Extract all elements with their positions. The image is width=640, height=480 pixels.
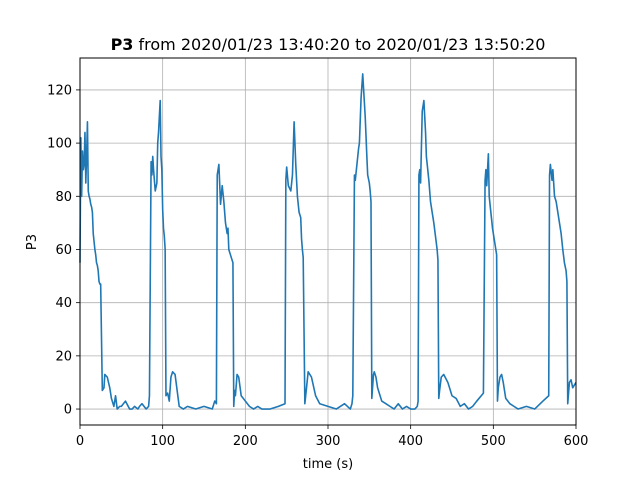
x-axis-label: time (s) (303, 457, 353, 472)
y-tick-label: 120 (47, 83, 72, 98)
y-tick-label: 60 (55, 243, 72, 258)
grid-lines (79, 58, 577, 425)
x-tick-label: 0 (76, 434, 84, 449)
y-axis-ticks: 0 20 40 60 80 100 120 (47, 83, 80, 418)
x-axis-ticks: 0 100 200 300 400 500 600 (76, 425, 589, 449)
y-tick-label: 100 (47, 137, 72, 152)
y-tick-label: 0 (64, 403, 72, 418)
x-tick-label: 600 (564, 434, 589, 449)
y-tick-label: 40 (55, 296, 72, 311)
title-range-text: from 2020/01/23 13:40:20 to 2020/01/23 1… (133, 35, 545, 54)
x-tick-label: 500 (481, 434, 506, 449)
series-line-0 (79, 73, 577, 410)
y-tick-label: 80 (55, 190, 72, 205)
y-axis-label: P3 (25, 234, 40, 250)
x-tick-label: 100 (150, 434, 175, 449)
chart-title: P3 from 2020/01/23 13:40:20 to 2020/01/2… (111, 35, 546, 54)
title-series-label: P3 (111, 35, 134, 54)
x-tick-label: 400 (398, 434, 423, 449)
y-tick-label: 20 (55, 349, 72, 364)
x-tick-label: 300 (316, 434, 341, 449)
series-layer (79, 73, 577, 410)
x-tick-label: 200 (233, 434, 258, 449)
